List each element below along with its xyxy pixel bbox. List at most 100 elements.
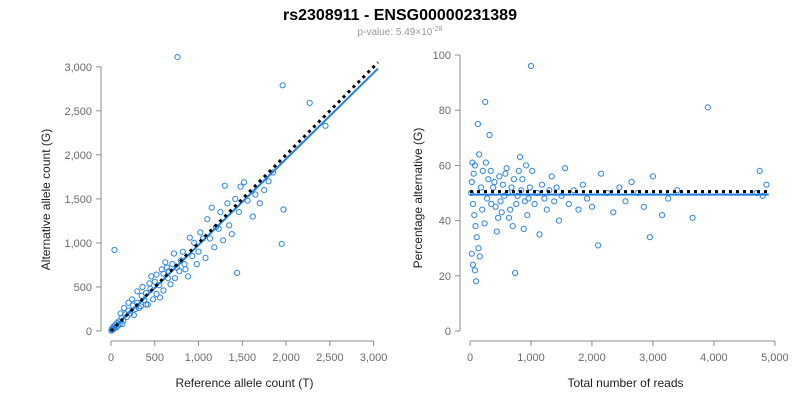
- left-data-point: [220, 237, 227, 244]
- right-data-point: [471, 162, 478, 169]
- left-y-tick-label: 2,500: [64, 106, 92, 118]
- left-data-point: [265, 178, 272, 185]
- left-data-point: [153, 290, 160, 298]
- left-data-point: [151, 278, 158, 285]
- left-data-point: [232, 195, 239, 202]
- left-data-point: [206, 235, 213, 242]
- right-data-point: [640, 203, 647, 210]
- right-data-point: [527, 62, 535, 70]
- right-data-point: [759, 192, 766, 199]
- right-data-point: [477, 184, 485, 191]
- subtitle-prefix: p-value: 5.49×10: [358, 27, 433, 38]
- right-data-point: [524, 212, 531, 219]
- right-data-point: [508, 184, 515, 191]
- left-data-point: [117, 310, 124, 317]
- left-x-tick-label: 2,500: [316, 352, 344, 364]
- right-y-tick-label: 20: [439, 271, 451, 283]
- right-data-point: [498, 209, 505, 216]
- right-data-point: [584, 195, 591, 202]
- left-data-point: [208, 204, 215, 211]
- right-y-tick-label: 80: [439, 105, 451, 117]
- left-data-point: [158, 266, 165, 273]
- left-data-point: [149, 296, 157, 303]
- left-data-point: [226, 222, 233, 229]
- right-data-point: [482, 98, 489, 106]
- right-data-point: [486, 131, 493, 139]
- left-x-tick-label: 0: [108, 352, 114, 364]
- right-data-point: [510, 176, 518, 183]
- right-data-point: [468, 178, 475, 186]
- right-data-point: [502, 170, 509, 177]
- right-x-tick-label: 0: [467, 352, 473, 364]
- left-fit-line: [110, 67, 379, 332]
- left-data-point: [162, 259, 169, 266]
- right-y-tick-label: 60: [439, 160, 451, 172]
- right-data-point: [531, 200, 538, 208]
- right-data-point: [595, 242, 602, 249]
- right-data-point: [628, 178, 635, 186]
- right-data-point: [469, 200, 477, 208]
- right-data-point: [484, 195, 491, 202]
- right-data-point: [763, 181, 770, 188]
- left-data-point: [179, 248, 186, 255]
- right-data-point: [503, 165, 510, 172]
- right-data-point: [520, 225, 527, 232]
- right-data-point: [526, 184, 533, 191]
- left-data-point: [125, 299, 132, 306]
- right-data-point: [646, 234, 654, 241]
- left-x-axis-title: Reference allele count (T): [175, 376, 313, 390]
- right-data-point: [579, 181, 586, 188]
- left-data-point: [237, 183, 244, 190]
- right-data-point: [475, 245, 482, 252]
- left-data-point: [306, 99, 313, 107]
- left-data-point: [148, 273, 155, 280]
- right-x-tick-label: 3,000: [639, 352, 667, 364]
- right-data-point: [689, 214, 696, 221]
- right-data-point: [485, 176, 492, 183]
- left-data-point: [224, 200, 231, 207]
- right-data-point: [548, 173, 555, 180]
- right-data-point: [469, 261, 477, 268]
- right-data-point: [482, 159, 489, 166]
- left-data-point: [228, 231, 235, 238]
- right-data-point: [521, 198, 529, 205]
- left-data-point: [195, 248, 202, 255]
- left-data-point: [256, 200, 263, 207]
- right-data-point: [479, 167, 486, 174]
- right-data-point: [474, 120, 481, 128]
- right-data-point: [622, 198, 629, 205]
- right-x-tick-label: 2,000: [578, 352, 606, 364]
- left-data-point: [170, 250, 178, 257]
- right-data-point: [507, 206, 514, 213]
- right-data-point: [598, 170, 605, 177]
- left-data-point: [144, 301, 151, 308]
- right-data-point: [525, 195, 532, 202]
- left-x-tick-label: 1,500: [229, 352, 257, 364]
- left-data-point: [182, 266, 189, 273]
- right-data-point: [472, 223, 479, 230]
- right-data-point: [488, 200, 495, 208]
- right-data-point: [665, 195, 672, 202]
- left-data-point: [138, 292, 145, 299]
- left-data-point: [167, 281, 174, 288]
- right-data-point: [519, 176, 526, 183]
- left-y-axis-title: Alternative allele count (G): [39, 129, 53, 270]
- left-data-point: [241, 179, 248, 186]
- left-data-point: [134, 288, 141, 295]
- right-data-point: [529, 167, 536, 174]
- left-data-point: [279, 82, 286, 89]
- right-data-point: [509, 223, 516, 230]
- left-data-point: [128, 296, 136, 303]
- left-data-point: [221, 182, 228, 189]
- left-data-point: [252, 191, 259, 198]
- left-data-point: [211, 244, 218, 251]
- right-data-point: [523, 162, 530, 169]
- left-data-point: [202, 254, 209, 261]
- right-data-point: [470, 170, 477, 177]
- left-reference-line: [109, 61, 380, 333]
- right-data-point: [501, 192, 508, 199]
- left-y-tick-label: 500: [74, 282, 92, 294]
- right-data-point: [471, 267, 478, 274]
- right-data-point: [471, 212, 478, 219]
- left-data-point: [278, 240, 285, 247]
